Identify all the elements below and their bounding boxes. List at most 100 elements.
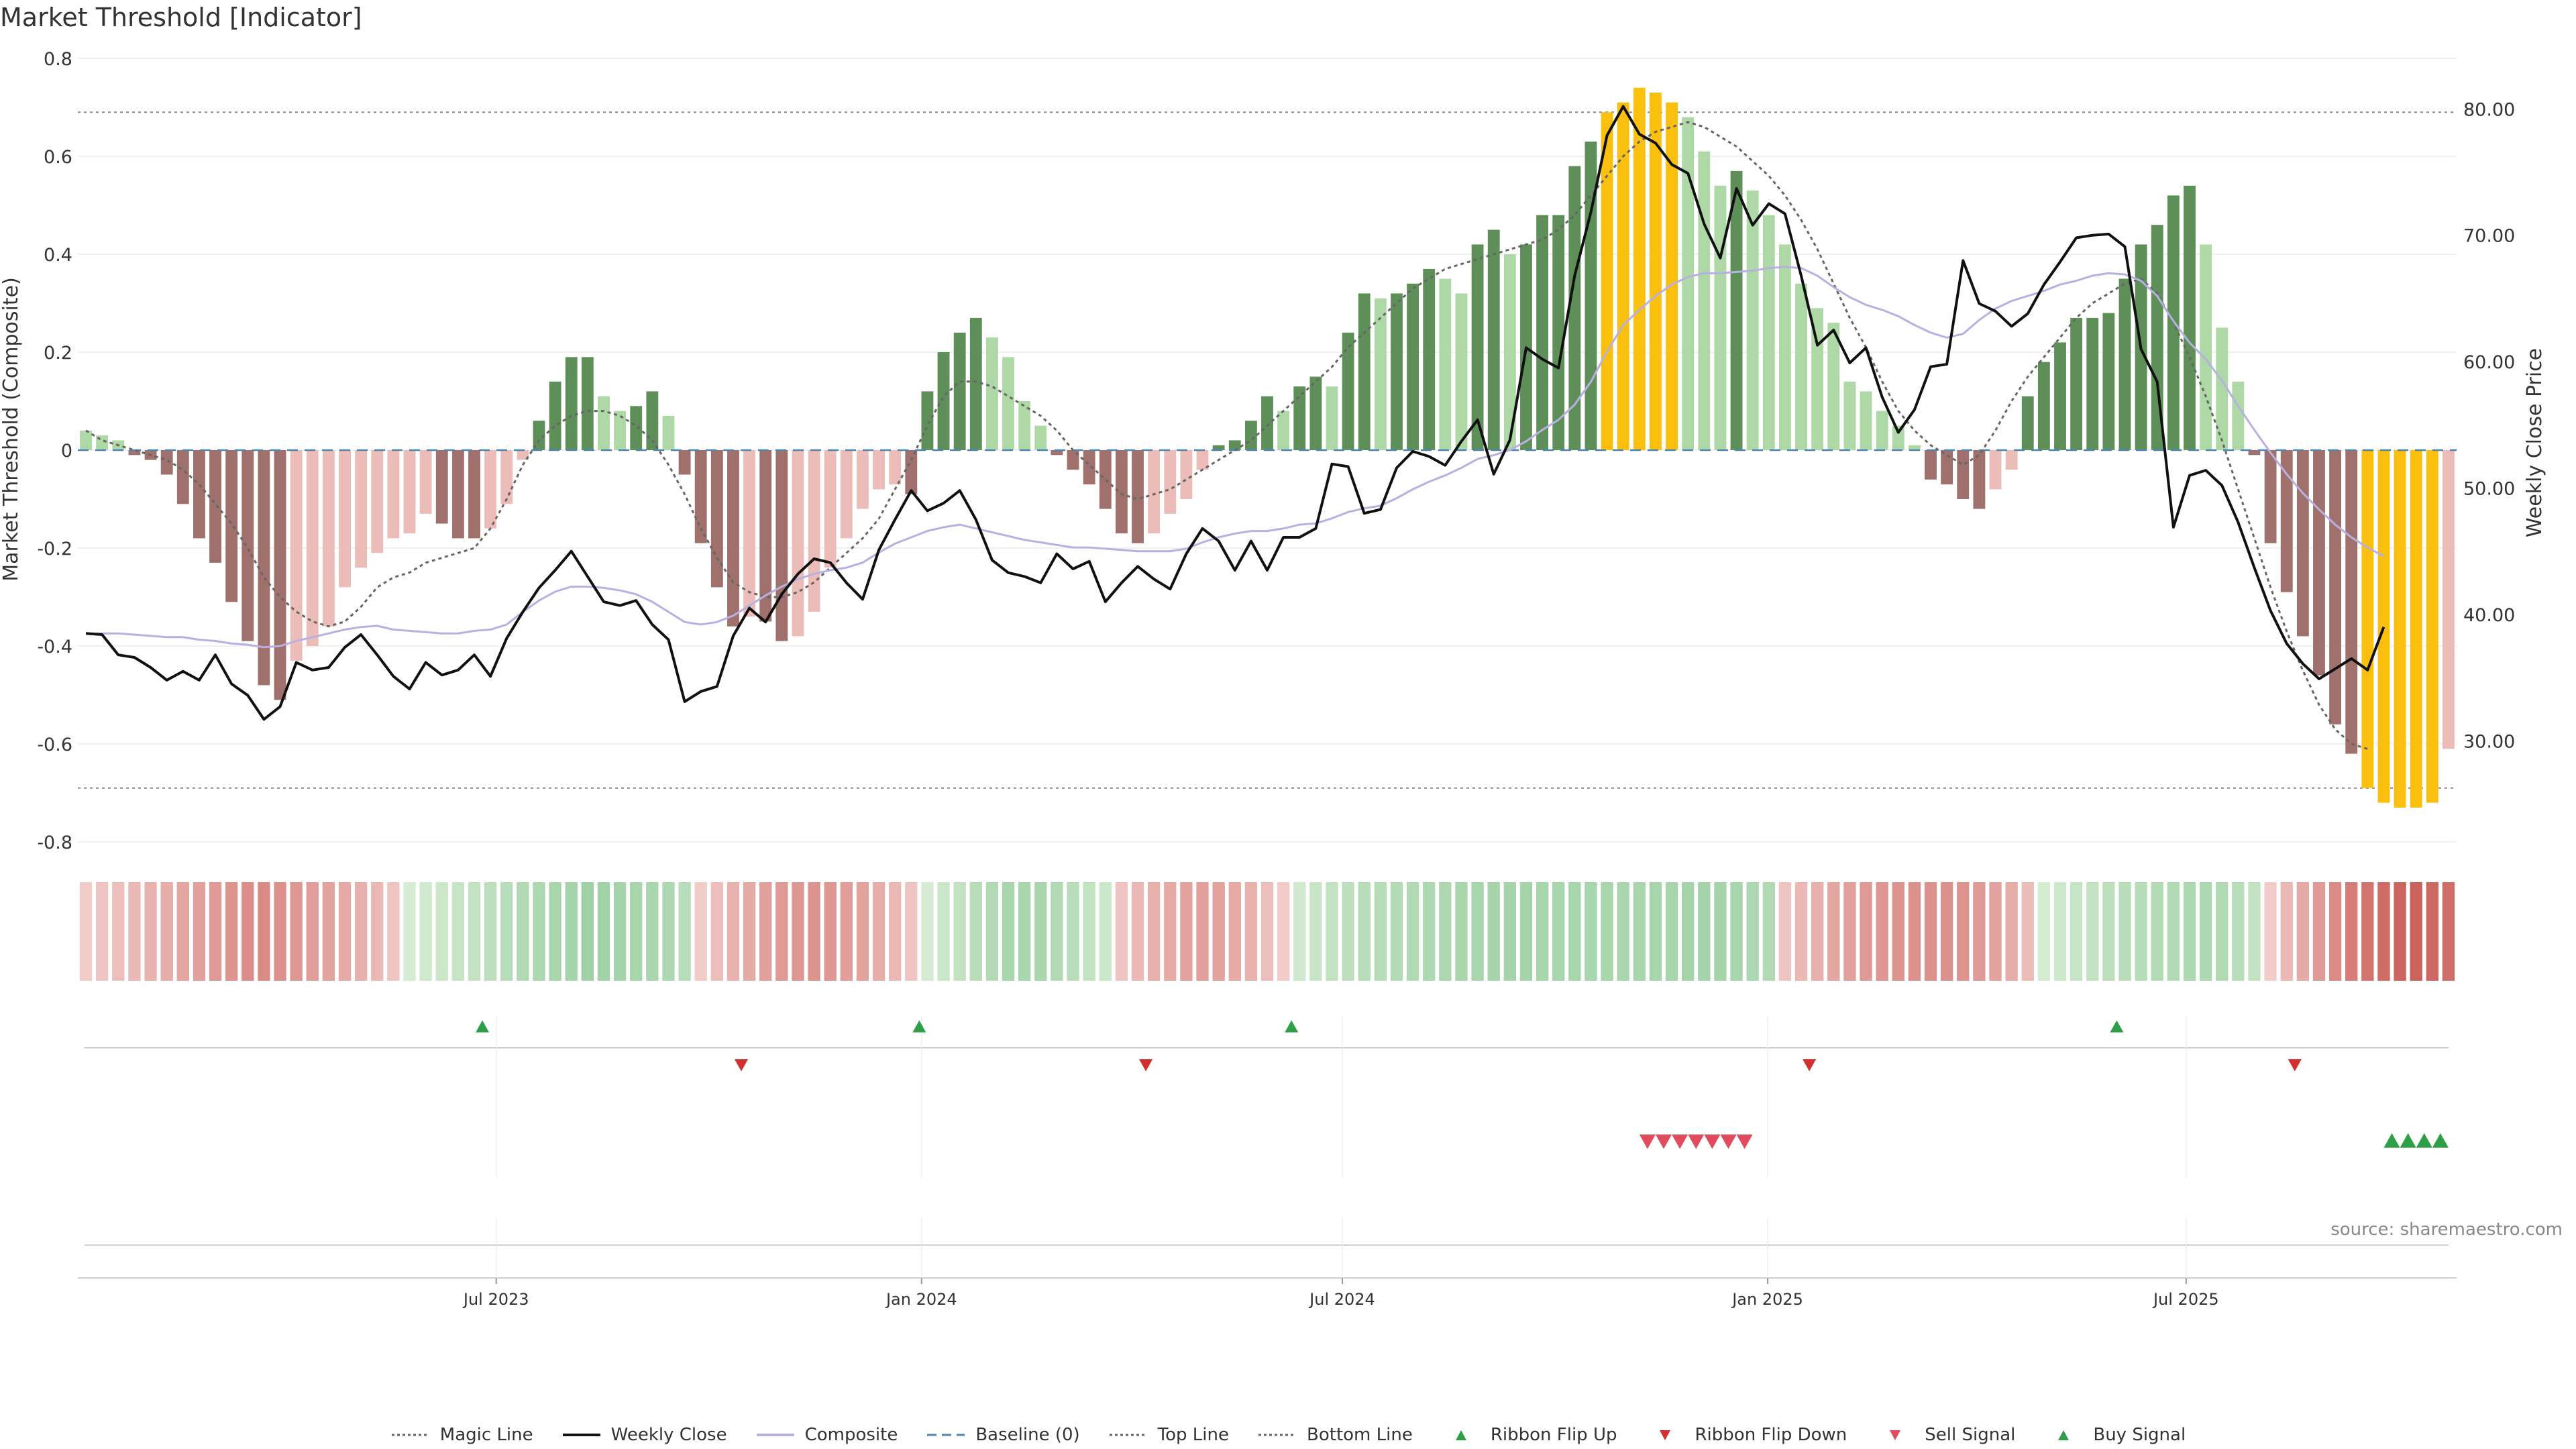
- composite-bar: [1795, 283, 1807, 450]
- composite-bar: [258, 450, 270, 686]
- ribbon-cell: [2264, 882, 2277, 981]
- legend-item: Top Line: [1108, 1425, 1229, 1445]
- composite-bar: [1762, 215, 1775, 450]
- ribbon-cell: [1067, 882, 1079, 981]
- ribbon-cell: [1730, 882, 1743, 981]
- sell-signal-marker: [1688, 1134, 1705, 1149]
- ribbon-cell: [225, 882, 238, 981]
- triangle-down-icon: [1890, 1430, 1901, 1440]
- ribbon-cell: [1940, 882, 1953, 981]
- legend-label: Magic Line: [439, 1425, 533, 1445]
- ribbon-cell: [290, 882, 303, 981]
- ribbon-cell: [1633, 882, 1646, 981]
- ribbon-cell: [2086, 882, 2099, 981]
- composite-bar: [1876, 411, 1888, 450]
- ribbon-cell: [1277, 882, 1290, 981]
- ribbon-cell: [694, 882, 707, 981]
- ribbon-cell: [209, 882, 222, 981]
- ribbon-cell: [1423, 882, 1436, 981]
- ribbon-cell: [1617, 882, 1629, 981]
- ribbon-cell: [1034, 882, 1047, 981]
- composite-bar: [630, 406, 643, 450]
- composite-bar: [1326, 386, 1338, 450]
- left-tick-label: 0.8: [44, 49, 72, 70]
- composite-bar: [1778, 244, 1791, 450]
- composite-bar: [598, 396, 610, 450]
- composite-bar: [1439, 278, 1452, 450]
- composite-bar: [274, 450, 286, 700]
- composite-bar: [1730, 170, 1743, 450]
- ribbon-cell: [2361, 882, 2374, 981]
- composite-bar: [953, 332, 966, 450]
- sell-signal-marker: [1736, 1134, 1753, 1149]
- ribbon-cell: [1585, 882, 1597, 981]
- composite-bar: [1277, 411, 1290, 450]
- date-tick-label: Jan 2024: [885, 1290, 957, 1309]
- composite-bar: [225, 450, 238, 602]
- grid-lines: [78, 58, 2457, 843]
- ribbon-cell: [128, 882, 141, 981]
- ribbon-flip-up-marker: [912, 1020, 926, 1032]
- composite-bar: [209, 450, 221, 563]
- ribbon-cell: [759, 882, 772, 981]
- ribbon-cell: [1746, 882, 1759, 981]
- composite-bar: [1536, 215, 1549, 450]
- composite-bar: [1083, 450, 1095, 485]
- magic-line: [85, 121, 2368, 750]
- composite-bar: [1228, 440, 1241, 450]
- triangle-up-icon: [2058, 1430, 2070, 1440]
- composite-bar: [1973, 450, 1986, 509]
- page-title: Market Threshold [Indicator]: [0, 3, 362, 32]
- composite-bar: [1391, 293, 1403, 450]
- composite-bar: [2377, 450, 2390, 803]
- composite-bar: [2248, 450, 2261, 455]
- composite-bar: [160, 450, 173, 475]
- right-tick-label: 60.00: [2463, 352, 2515, 373]
- composite-bar: [306, 450, 319, 646]
- composite-bar: [1067, 450, 1079, 470]
- ribbon-cell: [953, 882, 966, 981]
- ribbon-cell: [1244, 882, 1258, 981]
- ribbon-cell: [2167, 882, 2180, 981]
- composite-bar: [2118, 278, 2131, 450]
- composite-bar: [1552, 215, 1565, 450]
- ribbon-cell: [2426, 882, 2438, 981]
- composite-bar: [1244, 421, 1257, 450]
- ribbon-cell: [597, 882, 610, 981]
- ribbon-flip-down-marker: [735, 1059, 749, 1071]
- ribbon-cell: [1827, 882, 1840, 981]
- price-lines: [78, 105, 2457, 750]
- ribbon-cell: [1099, 882, 1112, 981]
- composite-bar: [484, 450, 497, 529]
- composite-bar: [355, 450, 368, 568]
- ribbon-cell: [1147, 882, 1161, 981]
- composite-bar: [403, 450, 416, 534]
- ribbon-cell: [630, 882, 643, 981]
- composite-bar: [1455, 293, 1468, 450]
- ribbon-cell: [1762, 882, 1775, 981]
- purple-line-swatch: [756, 1434, 794, 1436]
- ribbon-cell: [1908, 882, 1921, 981]
- ribbon-cell: [533, 882, 545, 981]
- composite-bar: [727, 450, 739, 627]
- legend-label: Weekly Close: [610, 1425, 727, 1445]
- ribbon-cell: [241, 882, 254, 981]
- composite-bar: [1293, 386, 1306, 450]
- ribbon-cell: [2183, 882, 2196, 981]
- ribbon-cell: [1342, 882, 1354, 981]
- legend-label: Baseline (0): [975, 1425, 1080, 1445]
- ribbon-cell: [1358, 882, 1371, 981]
- composite-bar: [905, 450, 918, 494]
- ribbon-cell: [549, 882, 561, 981]
- composite-bar: [1503, 254, 1516, 450]
- composite-bar: [1374, 298, 1387, 450]
- left-tick-label: -0.2: [37, 539, 72, 559]
- sell-signal-marker: [1656, 1134, 1672, 1149]
- right-tick-label: 40.00: [2463, 605, 2515, 626]
- ribbon-cell: [1083, 882, 1095, 981]
- legend-label: Sell Signal: [1925, 1425, 2016, 1445]
- sell-signal-marker: [1704, 1134, 1721, 1149]
- sell-signal-marker: [1720, 1134, 1737, 1149]
- composite-bar: [581, 357, 594, 450]
- composite-bar: [1908, 445, 1921, 450]
